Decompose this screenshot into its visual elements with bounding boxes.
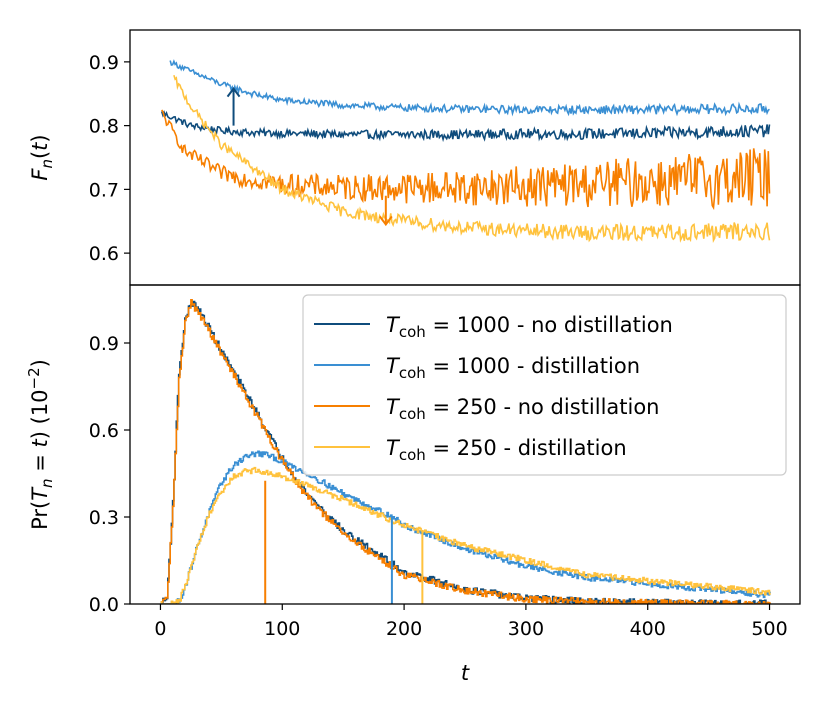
series-line-top-3 [173, 74, 771, 244]
plot-area-bottom [160, 299, 771, 604]
top-panel-fidelity: 0.6 0.7 0.8 0.9 Fn(t) [28, 29, 801, 286]
trend-arrow-0 [226, 86, 241, 126]
y-tick-label-bottom-0: 0.0 [89, 594, 119, 616]
legend-box [302, 294, 787, 476]
series-line-bottom-3 [160, 466, 771, 604]
x-axis-label: t [461, 661, 470, 685]
series-line-bottom-2 [160, 299, 771, 604]
x-tick-label-2: 200 [386, 618, 422, 640]
y-tick-label-bottom-3: 0.9 [89, 333, 119, 355]
x-tick-label-1: 100 [264, 618, 300, 640]
x-tick-label-5: 500 [751, 618, 787, 640]
plot-area-top [160, 59, 771, 244]
series-line-top-0 [160, 110, 771, 143]
x-tick-label-4: 400 [630, 618, 666, 640]
y-tick-label-top-0: 0.6 [89, 243, 119, 265]
trend-arrow-1 [379, 195, 393, 227]
y-axis-label-top: Fn(t) [28, 134, 56, 180]
series-line-top-2 [161, 109, 771, 211]
y-tick-label-top-2: 0.8 [89, 116, 119, 138]
legend: Tcoh = 1000 - no distillation Tcoh = 1000… [302, 294, 787, 476]
y-tick-label-top-1: 0.7 [89, 179, 119, 201]
legend-label-0: Tcoh = 1000 - no distillation [386, 313, 673, 341]
x-tick-label-0: 0 [154, 618, 166, 640]
bottom-panel-probability: 0.0 0.3 0.6 0.9 0 100 200 300 400 500 Pr(Tn = t) (… [25, 284, 801, 685]
y-tick-label-top-3: 0.9 [89, 52, 119, 74]
y-tick-label-bottom-2: 0.6 [89, 420, 119, 442]
y-tick-label-bottom-1: 0.3 [89, 507, 119, 529]
legend-label-2: Tcoh = 250 - no distillation [386, 395, 660, 423]
plot-frame-bottom [129, 284, 801, 605]
y-axis-label-bottom: Pr(Tn = t) (10−2) [25, 359, 56, 530]
legend-label-3: Tcoh = 250 - distillation [386, 436, 627, 464]
series-line-top-1 [169, 59, 770, 117]
legend-label-1: Tcoh = 1000 - distillation [386, 354, 640, 382]
x-tick-label-3: 300 [508, 618, 544, 640]
